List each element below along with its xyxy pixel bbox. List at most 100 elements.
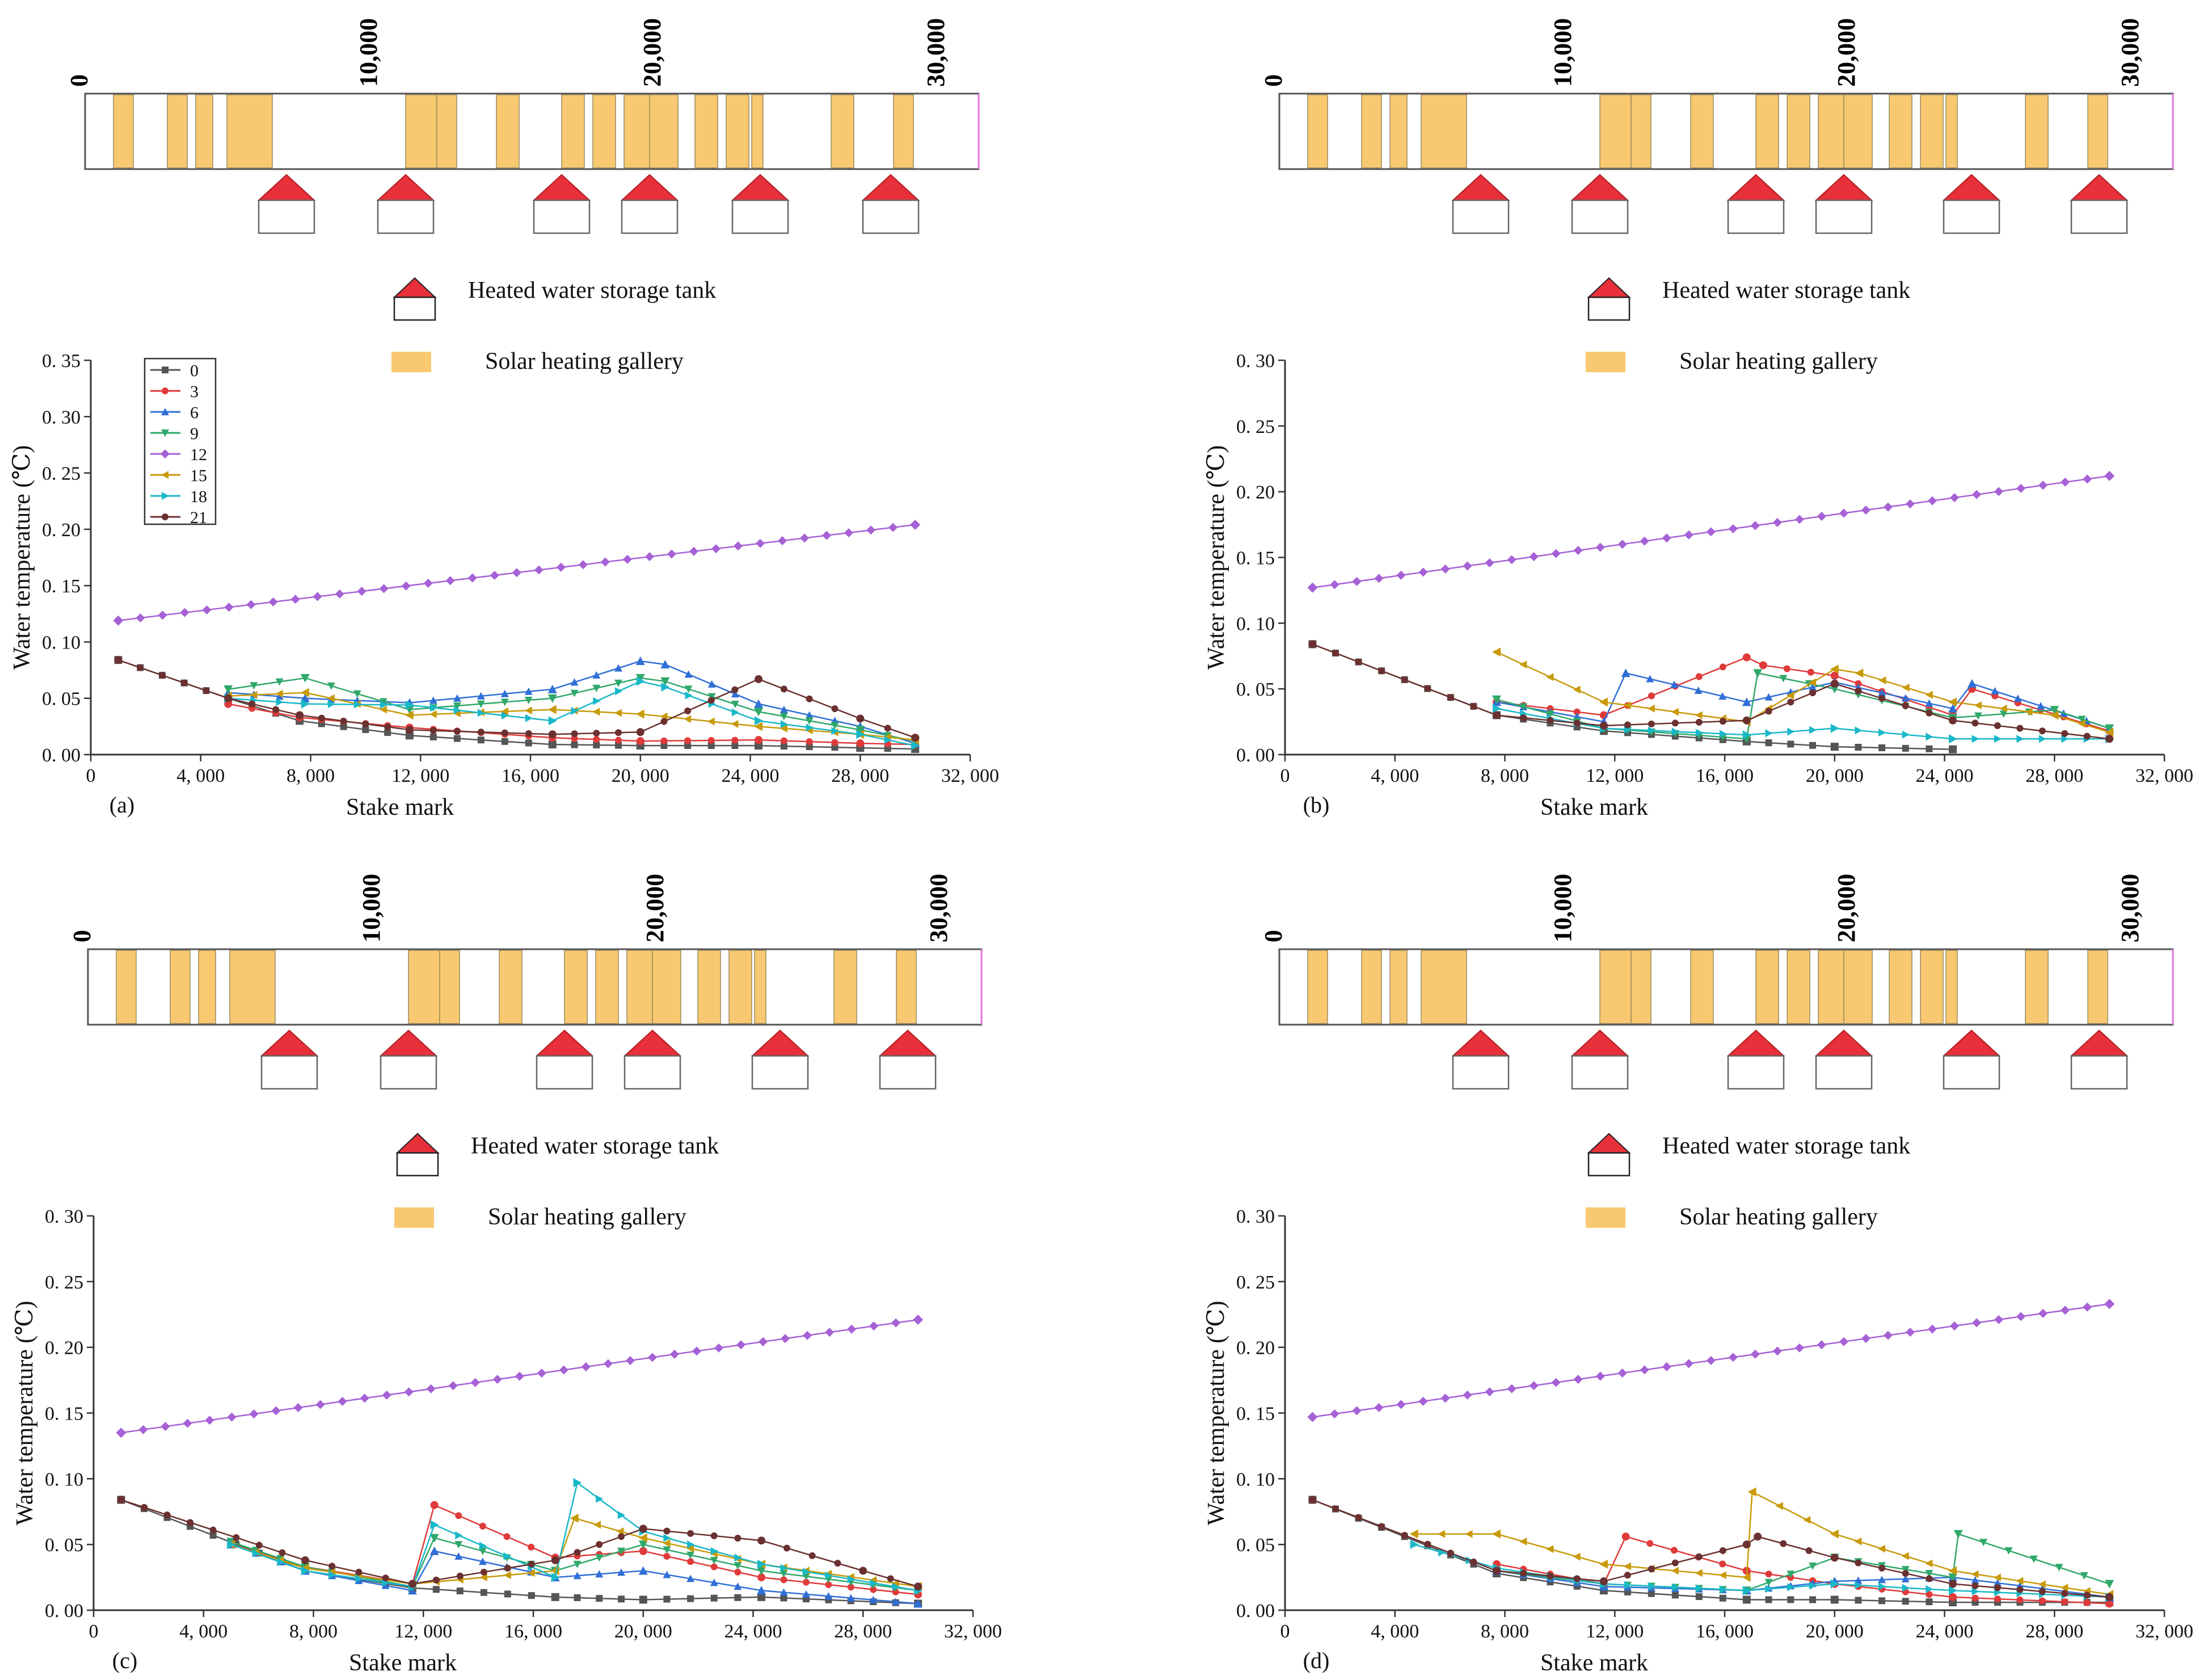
data-point [1719,1560,1726,1568]
data-point [1409,1529,1418,1539]
solar-gallery-section [1755,94,1779,169]
tank-body [536,1055,593,1090]
data-point [1671,727,1679,736]
tank-roof [1942,174,2001,201]
data-point [684,737,692,744]
data-point [548,730,557,739]
data-point [2016,735,2024,743]
tunnel-layout-strip: 0 10,000 20,000 30,000 [1259,874,2174,1090]
data-point [1902,1584,1910,1592]
data-point [1447,1550,1454,1557]
data-point [757,1559,766,1569]
data-point [593,742,600,749]
data-point [503,1533,511,1540]
data-point [1378,667,1385,675]
data-point [1949,1586,1958,1595]
series-0 [114,656,920,753]
tank-body [1943,199,2000,234]
x-tick-label: 32, 000 [941,765,999,786]
data-point [205,1416,214,1425]
data-point [1994,735,2002,743]
data-point [578,560,588,570]
solar-gallery-section [1389,950,1408,1024]
data-point [802,1590,810,1598]
data-point [429,710,437,718]
data-point [618,1511,625,1519]
data-point [2105,1593,2114,1601]
legend-gallery-swatch [1586,1207,1625,1228]
ruler-tick-label: 20,000 [641,874,669,942]
data-point [1670,1547,1678,1554]
x-tick-label: 4, 000 [179,1621,228,1642]
data-point [574,1549,581,1556]
data-point [707,697,715,704]
data-point [1573,719,1581,727]
data-point [1817,1340,1826,1350]
data-point [710,1578,718,1586]
data-point [209,1526,217,1534]
data-point [1519,660,1527,669]
series-12 [116,1315,924,1438]
data-point [639,1595,647,1604]
tank-roof [257,174,316,201]
data-point [2083,1302,2092,1312]
data-point [1905,1328,1915,1337]
data-point [802,1578,810,1586]
data-point [1519,1537,1527,1546]
data-point [592,671,601,679]
y-tick-label: 0. 05 [45,1535,83,1556]
heated-water-tank-icon [620,174,679,234]
data-point [1878,1544,1886,1553]
layout-legend: Heated water storage tank Solar heating g… [394,1132,719,1230]
data-point [1352,1406,1362,1416]
data-point [780,685,787,693]
data-point [1971,719,1979,727]
data-point [687,1530,694,1537]
data-point [1718,692,1727,700]
data-point [2055,1564,2063,1572]
tank-body [1815,199,1873,234]
data-point [1902,1598,1909,1605]
data-point [615,729,622,736]
data-point [1573,1552,1581,1561]
data-point [1855,668,1864,678]
data-point [2016,1312,2026,1321]
ruler-tick-label: 30,000 [2116,18,2144,87]
data-point [275,692,284,700]
y-tick-label: 0. 15 [42,576,81,597]
solar-gallery-section [116,950,137,1024]
panel-b: 0 10,000 20,000 30,000 Heated water storage … [1203,18,2193,820]
data-point [1623,701,1631,710]
data-point [430,1520,439,1530]
data-point [404,1387,414,1397]
data-point [1949,734,1958,744]
data-point [1307,582,1318,593]
solar-gallery-section [1361,94,1382,169]
heated-water-tank-icon [878,1029,937,1090]
legend-tank-icon [393,277,437,321]
data-point [2061,1306,2070,1315]
data-point [831,705,839,713]
data-point [736,1340,745,1350]
data-point [846,1594,855,1602]
y-tick-label: 0. 10 [42,632,81,653]
data-point [754,699,764,708]
legend-tank-roof [393,277,437,298]
data-point [478,1547,487,1555]
data-point [755,736,763,744]
data-point [2105,1599,2114,1608]
solar-gallery-section [592,94,616,169]
y-axis-label: Water temperature (℃) [12,1301,38,1526]
data-point [1830,664,1839,674]
solar-gallery-section [1945,94,1958,169]
x-tick-label: 4, 000 [1371,1621,1419,1642]
data-point [1599,1577,1608,1586]
data-point [1671,1583,1679,1591]
data-point [593,736,600,743]
data-point [1695,1553,1703,1560]
x-axis-label: Stake mark [349,1650,457,1676]
x-tick-label: 28, 000 [2025,765,2083,786]
data-point [477,692,485,700]
data-point [1783,665,1791,672]
data-point [2061,1584,2069,1592]
